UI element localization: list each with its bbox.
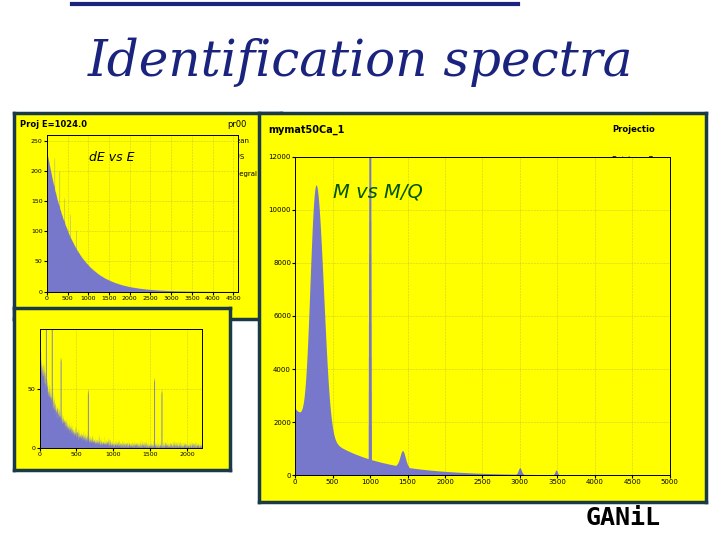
Text: mymat50Ca_1: mymat50Ca_1 (268, 125, 344, 136)
Text: Proj E=1024.0: Proj E=1024.0 (19, 119, 86, 129)
Text: Identification spectra: Identification spectra (87, 38, 633, 87)
Text: Entries    7: Entries 7 (612, 156, 653, 165)
Text: dE vs E: dE vs E (89, 151, 134, 164)
Text: RMS: RMS (612, 214, 629, 224)
Text: M vs M/Q: M vs M/Q (333, 182, 423, 201)
Text: Integral: Integral (230, 171, 257, 177)
Text: pr00: pr00 (228, 119, 247, 129)
Text: RUS: RUS (230, 154, 244, 160)
Text: Projectio: Projectio (612, 125, 654, 134)
Text: Mean: Mean (612, 187, 633, 196)
Text: Mean: Mean (230, 138, 249, 144)
Text: GANiL: GANiL (585, 506, 660, 530)
Text: Integral   7.56: Integral 7.56 (612, 242, 666, 251)
